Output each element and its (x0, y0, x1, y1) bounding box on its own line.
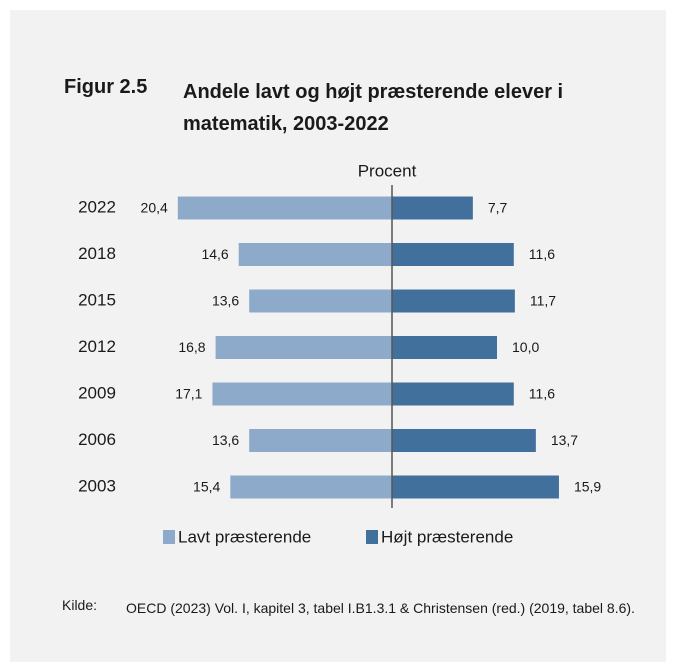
category-label: 2006 (78, 430, 116, 449)
bar-high (392, 429, 536, 452)
bar-high (392, 336, 497, 359)
data-label-high: 11,6 (529, 386, 555, 402)
legend-swatch-high (366, 530, 378, 544)
bar-high (392, 382, 514, 406)
bar-low (177, 196, 392, 220)
figure-title: Andele lavt og højt præsterende elever i… (183, 81, 564, 135)
figure-number: Figur 2.5 (64, 76, 148, 98)
data-label-low: 16,8 (178, 339, 205, 355)
data-label-high: 11,7 (530, 293, 556, 309)
category-label: 2009 (78, 383, 116, 402)
bar-low (249, 289, 392, 313)
source-label: Kilde: (62, 597, 98, 613)
data-label-high: 11,6 (529, 246, 555, 262)
data-label-low: 13,6 (212, 432, 239, 448)
category-label: 2018 (78, 244, 116, 263)
data-label-low: 15,4 (193, 479, 220, 495)
axis-label: Procent (358, 161, 417, 180)
category-label: 2012 (78, 337, 116, 356)
bar-high (392, 475, 559, 499)
bar-low (230, 475, 392, 499)
legend-swatch-low (163, 530, 175, 544)
data-label-high: 10,0 (512, 339, 539, 355)
category-label: 2003 (78, 476, 116, 495)
data-label-high: 15,9 (574, 479, 601, 495)
bar-high (392, 289, 515, 313)
bar-low (212, 382, 392, 406)
source-text: OECD (2023) Vol. I, kapitel 3, tabel I.B… (126, 600, 635, 616)
bar-low (238, 243, 392, 266)
bar-high (392, 243, 514, 266)
category-label: 2015 (78, 290, 116, 309)
category-label: 2022 (78, 197, 116, 216)
data-label-low: 13,6 (212, 293, 239, 309)
bar-high (392, 196, 473, 220)
data-label-low: 20,4 (141, 200, 168, 216)
legend-label-high: Højt præsterende (381, 527, 513, 546)
data-label-high: 13,7 (551, 432, 578, 448)
data-label-high: 7,7 (488, 200, 508, 216)
bar-low (249, 429, 392, 452)
data-label-low: 17,1 (175, 386, 202, 402)
data-label-low: 14,6 (201, 246, 228, 262)
bar-low (215, 336, 392, 359)
legend-label-low: Lavt præsterende (178, 527, 311, 546)
